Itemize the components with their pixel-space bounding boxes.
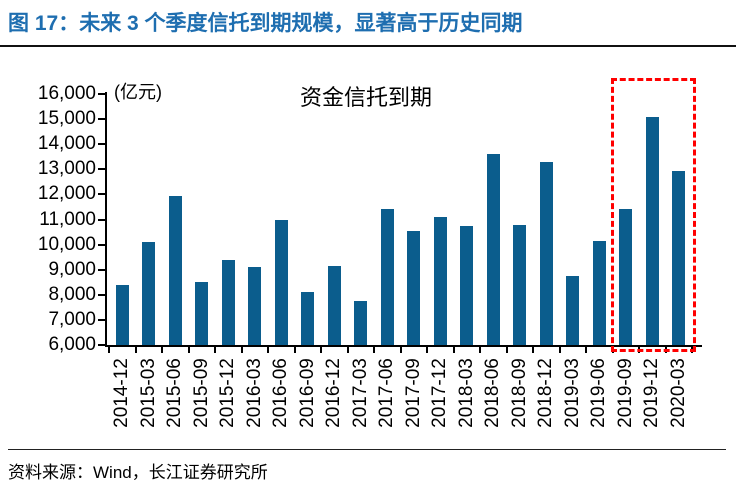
y-axis-tick-label: 8,000 <box>48 283 96 305</box>
y-axis-tick-label: 7,000 <box>48 308 96 330</box>
x-axis-tick <box>558 347 561 353</box>
y-axis-tick <box>98 344 105 346</box>
title-divider <box>0 45 736 47</box>
y-axis-tick-label: 14,000 <box>37 133 96 155</box>
y-axis-tick <box>98 218 105 221</box>
x-axis-tick-label: 2018-06 <box>482 358 504 428</box>
x-axis-tick-label: 2016-12 <box>323 358 345 428</box>
x-axis-tick-label: 2015-06 <box>164 358 186 428</box>
bar <box>195 282 209 345</box>
x-axis-tick-label: 2016-09 <box>296 358 318 428</box>
bar <box>354 301 368 345</box>
y-axis-tick <box>98 268 105 271</box>
x-axis-tick-label: 2017-03 <box>349 358 371 428</box>
x-axis-tick-label: 2018-12 <box>535 358 557 428</box>
bar <box>248 267 262 345</box>
bar <box>566 275 580 345</box>
x-axis-tick <box>320 347 322 353</box>
y-axis-tick-label: 12,000 <box>37 183 96 205</box>
bar <box>301 292 315 345</box>
footer-divider <box>8 449 726 450</box>
x-axis-tick-label: 2015-03 <box>137 358 159 428</box>
figure-title: 图 17：未来 3 个季度信托到期规模，显著高于历史同期 <box>8 12 523 35</box>
x-axis-tick <box>479 347 481 353</box>
x-axis-tick-label: 2019-03 <box>561 358 583 428</box>
bar <box>168 195 182 345</box>
x-axis-tick <box>267 347 269 353</box>
x-axis-tick <box>399 347 402 353</box>
y-axis-tick <box>98 168 105 171</box>
x-axis-line <box>105 345 702 347</box>
bar <box>221 259 235 345</box>
y-axis-tick-label: 6,000 <box>48 334 96 355</box>
x-axis-tick-label: 2017-06 <box>376 358 398 428</box>
y-axis-tick <box>98 293 105 296</box>
y-axis-tick <box>98 318 105 321</box>
x-axis-tick-label: 2020-03 <box>667 358 689 428</box>
y-axis-unit-label: (亿元) <box>114 82 162 102</box>
x-axis-tick-label: 2019-09 <box>614 358 636 428</box>
bar <box>619 209 633 345</box>
y-axis-tick-label: 10,000 <box>37 233 96 255</box>
bar <box>592 240 606 345</box>
bar <box>407 230 421 345</box>
y-axis-tick <box>98 193 105 196</box>
bar <box>539 161 553 345</box>
x-axis-tick-label: 2016-06 <box>270 358 292 428</box>
y-axis-tick-label: 16,000 <box>37 83 96 104</box>
y-axis-tick-label: 9,000 <box>48 258 96 280</box>
y-axis-tick-label: 13,000 <box>37 158 96 180</box>
x-axis-tick <box>214 347 216 353</box>
source-note: 资料来源：Wind，长江证券研究所 <box>8 463 268 482</box>
x-axis-tick-label: 2017-09 <box>402 358 424 428</box>
y-axis-tick <box>98 118 105 121</box>
x-axis-tick-label: 2018-09 <box>508 358 530 428</box>
x-axis-tick-label: 2018-03 <box>455 358 477 428</box>
y-axis-tick <box>98 243 105 246</box>
bar <box>433 216 447 345</box>
bar <box>274 219 288 345</box>
y-axis-line <box>105 92 107 347</box>
x-axis-tick-label: 2017-12 <box>429 358 451 428</box>
x-axis-tick <box>426 347 428 353</box>
bar <box>486 154 500 345</box>
bar <box>513 224 527 345</box>
x-axis-tick <box>346 347 349 353</box>
bar <box>672 170 686 345</box>
bar <box>380 209 394 345</box>
x-axis-tick <box>532 347 534 353</box>
x-axis-tick-label: 2015-09 <box>190 358 212 428</box>
x-axis-tick-label: 2015-12 <box>217 358 239 428</box>
x-axis-tick <box>134 347 137 353</box>
bar <box>645 116 659 345</box>
y-axis-tick-label: 11,000 <box>39 208 96 230</box>
y-axis-tick-label: 15,000 <box>37 108 96 130</box>
x-axis-tick <box>187 347 190 353</box>
x-axis-tick <box>293 347 296 353</box>
x-axis-tick <box>505 347 508 353</box>
x-axis-tick-label: 2016-03 <box>243 358 265 428</box>
bar <box>327 265 341 345</box>
bar <box>115 284 129 345</box>
x-axis-tick-label: 2019-12 <box>641 358 663 428</box>
x-axis-tick-label: 2014-12 <box>111 358 133 428</box>
bar <box>142 242 156 345</box>
bar <box>460 225 474 345</box>
highlight-box <box>610 78 696 352</box>
x-axis-tick <box>585 347 587 353</box>
chart-title: 资金信托到期 <box>299 85 432 110</box>
x-axis-tick <box>373 347 375 353</box>
x-axis-tick <box>240 347 243 353</box>
y-axis-tick <box>98 143 105 146</box>
x-axis-tick <box>452 347 455 353</box>
x-axis-tick <box>161 347 163 353</box>
x-axis-tick-label: 2019-06 <box>588 358 610 428</box>
y-axis-tick <box>98 93 105 95</box>
x-axis-tick <box>108 347 110 353</box>
